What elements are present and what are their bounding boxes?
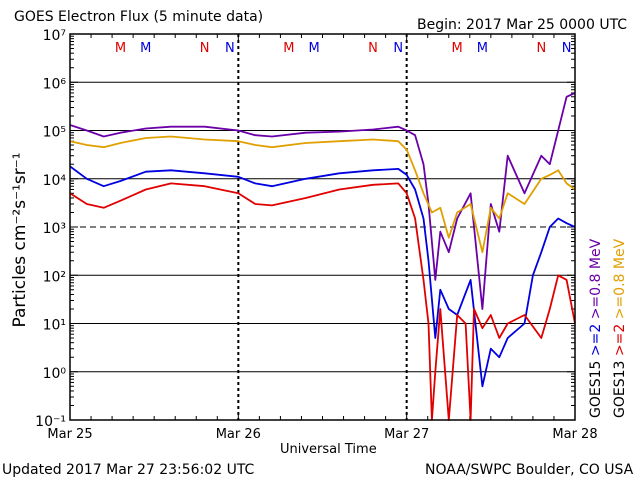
legend-entry: >=2 <box>612 319 628 356</box>
legend-satellite: GOES15 <box>588 356 604 418</box>
time-marker: M <box>452 41 463 56</box>
legend-entry: >=0.8 MeV <box>612 238 628 319</box>
begin-time: Begin: 2017 Mar 25 0000 UTC <box>417 17 628 33</box>
legend-entry: >=0.8 MeV <box>588 238 604 319</box>
time-marker: M <box>140 41 151 56</box>
y-tick-label: 10³ <box>43 221 66 237</box>
y-tick-label: 10¹ <box>43 318 66 334</box>
legend-entry: >=2 <box>588 319 604 356</box>
time-marker: M <box>308 41 319 56</box>
x-tick-label: Mar 28 <box>552 427 597 442</box>
legend-satellite: GOES13 <box>612 356 628 418</box>
source-credit: NOAA/SWPC Boulder, CO USA <box>425 462 634 478</box>
legend-column: GOES13 >=2 >=0.8 MeV <box>612 238 628 418</box>
legend-column: GOES15 >=2 >=0.8 MeV <box>588 238 604 418</box>
time-marker: M <box>283 41 294 56</box>
time-marker: N <box>368 41 378 56</box>
plot-frame <box>69 33 576 421</box>
series-line <box>69 92 576 310</box>
updated-time: Updated 2017 Mar 27 23:56:02 UTC <box>2 462 255 478</box>
time-marker: N <box>393 41 403 56</box>
chart-title: GOES Electron Flux (5 minute data) <box>14 9 264 25</box>
time-marker: N <box>536 41 546 56</box>
x-tick-label: Mar 27 <box>384 427 429 442</box>
y-tick-label: 10⁰ <box>43 366 67 382</box>
series-line <box>69 165 576 388</box>
series-line <box>69 135 576 254</box>
time-marker: M <box>115 41 126 56</box>
y-tick-label: 10⁵ <box>43 125 66 141</box>
x-tick-label: Mar 25 <box>47 427 92 442</box>
time-marker: N <box>225 41 235 56</box>
time-marker: N <box>562 41 572 56</box>
time-marker: M <box>477 41 488 56</box>
x-tick-label: Mar 26 <box>216 427 261 442</box>
x-axis-label: Universal Time <box>280 442 377 457</box>
y-tick-label: 10⁷ <box>43 28 66 44</box>
series-line <box>69 182 576 421</box>
y-tick-label: 10⁻¹ <box>35 414 66 430</box>
y-tick-label: 10⁴ <box>43 173 67 189</box>
y-tick-label: 10⁶ <box>43 76 67 92</box>
y-tick-label: 10² <box>43 269 66 285</box>
time-marker: N <box>200 41 210 56</box>
